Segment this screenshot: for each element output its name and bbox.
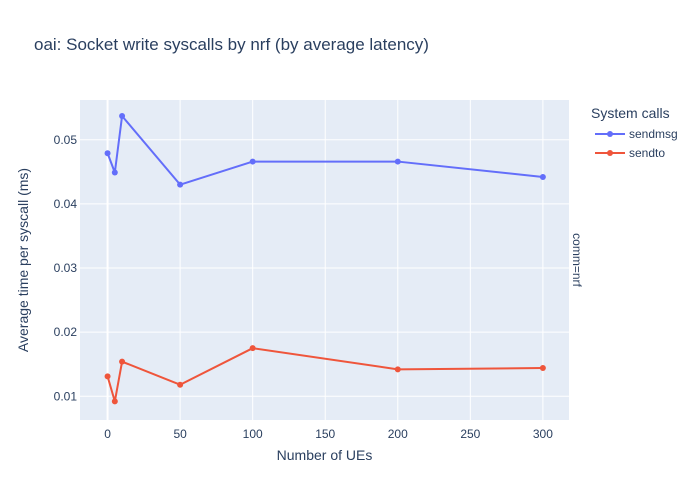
data-point[interactable]	[249, 158, 256, 165]
y-tick-label: 0.04	[54, 197, 78, 211]
data-point[interactable]	[394, 366, 401, 373]
y-tick-label: 0.05	[54, 133, 78, 147]
legend-item-sendto[interactable]: sendto	[595, 146, 665, 160]
data-point[interactable]	[111, 398, 118, 405]
x-tick-label: 150	[315, 427, 335, 441]
legend[interactable]: System calls sendmsg sendto	[591, 105, 678, 160]
gridlines	[80, 100, 569, 420]
x-tick-label: 50	[173, 427, 187, 441]
data-point[interactable]	[177, 181, 184, 188]
data-point[interactable]	[177, 381, 184, 388]
x-tick-label: 300	[533, 427, 553, 441]
series-layer	[104, 113, 546, 405]
data-point[interactable]	[111, 169, 118, 176]
legend-swatch-marker	[607, 150, 613, 156]
y-tick-label: 0.01	[54, 389, 78, 403]
facet-label: comm=nrf	[570, 233, 584, 287]
x-tick-label: 200	[388, 427, 408, 441]
x-tick-label: 250	[460, 427, 480, 441]
legend-swatch-marker	[607, 131, 613, 137]
x-tick-label: 0	[104, 427, 111, 441]
legend-label: sendto	[629, 146, 665, 160]
series-sendto[interactable]	[104, 345, 546, 405]
chart-title: oai: Socket write syscalls by nrf (by av…	[34, 35, 429, 54]
y-tick-label: 0.02	[54, 325, 78, 339]
data-point[interactable]	[104, 373, 111, 380]
plot-area	[80, 100, 569, 420]
x-axis-title: Number of UEs	[277, 447, 373, 463]
legend-title: System calls	[591, 105, 670, 121]
data-point[interactable]	[119, 113, 126, 120]
tick-labels: 0 50 100 150 200 250 300 0.01 0.02 0.03 0.04 0.05	[54, 133, 554, 441]
legend-item-sendmsg[interactable]: sendmsg	[595, 127, 678, 141]
data-point[interactable]	[394, 158, 401, 165]
data-point[interactable]	[104, 150, 111, 157]
series-sendmsg[interactable]	[104, 113, 546, 188]
data-point[interactable]	[539, 365, 546, 372]
legend-label: sendmsg	[629, 127, 678, 141]
y-axis-title: Average time per syscall (ms)	[15, 168, 31, 352]
data-point[interactable]	[119, 358, 126, 365]
data-point[interactable]	[539, 173, 546, 180]
y-tick-label: 0.03	[54, 261, 78, 275]
data-point[interactable]	[249, 345, 256, 352]
x-tick-label: 100	[243, 427, 263, 441]
